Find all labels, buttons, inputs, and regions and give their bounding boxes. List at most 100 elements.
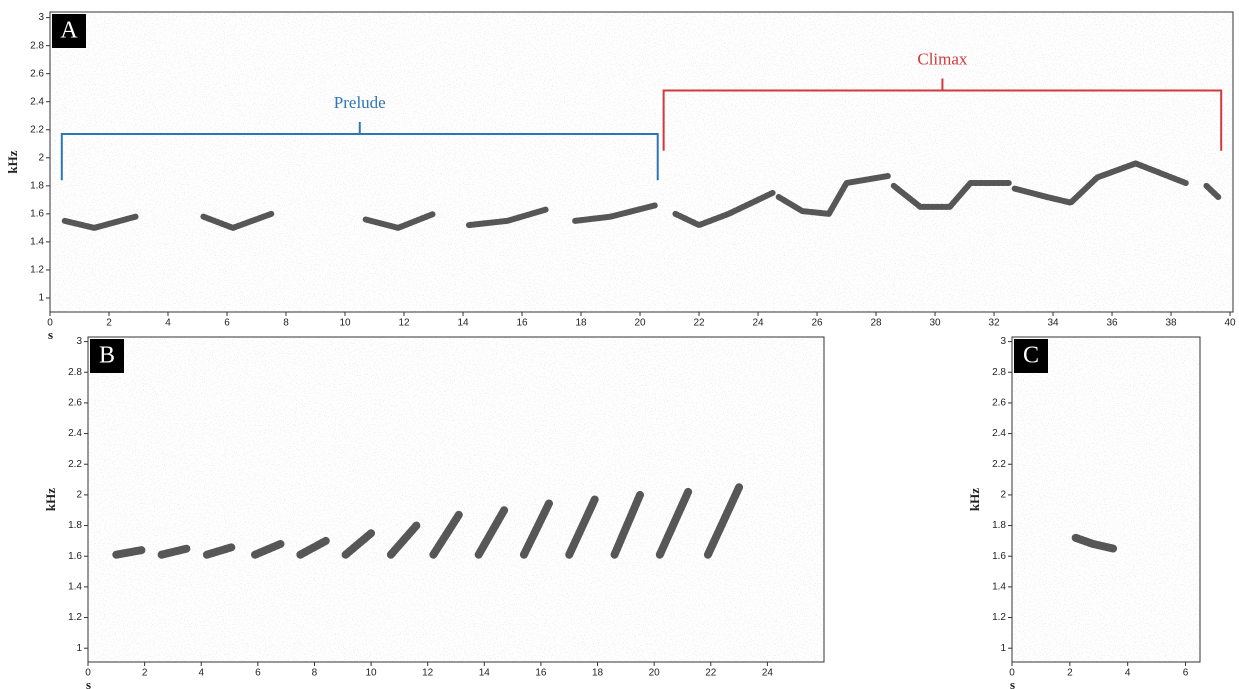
syllable: [572, 202, 658, 224]
x-tick-label: 6: [255, 668, 261, 679]
y-tick-label: 1: [76, 643, 82, 654]
syllable: [565, 495, 599, 559]
x-tick-label: 14: [457, 318, 469, 329]
x-tick-label: 24: [752, 318, 764, 329]
syllable: [429, 510, 463, 559]
x-tick-label: 22: [693, 318, 705, 329]
syllable: [202, 543, 237, 559]
panel-label: B: [99, 343, 115, 369]
syllable: [655, 487, 693, 559]
y-tick-label: 1.6: [30, 209, 44, 220]
syllable: [775, 173, 891, 217]
x-tick-label: 16: [516, 318, 528, 329]
y-axis-label: kHz: [5, 150, 20, 173]
x-tick-label: 10: [339, 318, 351, 329]
syllable: [1071, 533, 1118, 553]
x-tick-label: 12: [398, 318, 410, 329]
x-tick-label: 8: [283, 318, 289, 329]
syllable: [1011, 160, 1189, 206]
syllable: [703, 483, 744, 559]
y-tick-label: 1.2: [992, 612, 1006, 623]
x-tick-label: 0: [1009, 668, 1015, 679]
y-tick-label: 1.8: [992, 520, 1006, 531]
syllable: [362, 210, 437, 231]
syllable: [610, 490, 644, 559]
x-tick-label: 6: [1183, 668, 1189, 679]
x-tick-label: 2: [142, 668, 148, 679]
x-tick-label: 36: [1106, 318, 1118, 329]
syllable: [296, 536, 330, 559]
y-tick-label: 2: [38, 152, 44, 163]
y-tick-label: 1.6: [68, 551, 82, 562]
plot-frame: [49, 11, 1234, 313]
syllable: [465, 206, 549, 229]
y-tick-label: 2.6: [992, 398, 1006, 409]
syllable: [61, 213, 139, 231]
x-tick-label: 16: [535, 668, 547, 679]
panel-label: C: [1023, 343, 1039, 369]
y-tick-label: 1.2: [68, 612, 82, 623]
syllable: [251, 539, 285, 559]
y-axis-label: kHz: [43, 488, 58, 511]
x-tick-label: 4: [1125, 668, 1131, 679]
x-tick-label: 22: [705, 668, 717, 679]
y-tick-label: 2.2: [992, 459, 1006, 470]
panel-label-box: [90, 339, 124, 373]
x-tick-label: 18: [592, 668, 604, 679]
y-tick-label: 2.2: [30, 124, 44, 135]
y-tick-label: 1: [38, 293, 44, 304]
x-tick-label: 6: [224, 318, 230, 329]
panel-label-box: [52, 14, 86, 48]
y-axis-label: kHz: [967, 488, 982, 511]
noise-background: [88, 337, 824, 662]
x-axis-label: s: [48, 327, 53, 342]
annotation-label: Climax: [917, 49, 968, 68]
x-tick-label: 30: [929, 318, 941, 329]
bracket: [60, 121, 659, 181]
syllable: [200, 210, 275, 231]
plot-frame: [87, 336, 825, 663]
y-tick-label: 1.8: [30, 180, 44, 191]
annotation-label: Prelude: [334, 93, 386, 112]
x-tick-label: 40: [1224, 318, 1236, 329]
y-tick-label: 1: [1000, 643, 1006, 654]
y-tick-label: 2.6: [68, 398, 82, 409]
panel-label-box: [1014, 339, 1048, 373]
x-tick-label: 38: [1165, 318, 1177, 329]
x-tick-label: 2: [1067, 668, 1073, 679]
x-tick-label: 2: [106, 318, 112, 329]
y-tick-label: 1.4: [30, 237, 44, 248]
x-tick-label: 28: [870, 318, 882, 329]
syllable: [341, 529, 376, 559]
x-tick-label: 26: [811, 318, 823, 329]
y-tick-label: 3: [76, 336, 82, 347]
x-tick-label: 8: [312, 668, 318, 679]
syllable: [1203, 182, 1222, 201]
syllable: [519, 498, 554, 559]
plot-frame: [1011, 336, 1201, 663]
y-tick-label: 2.4: [68, 428, 82, 439]
y-tick-label: 1.2: [30, 265, 44, 276]
x-axis-label: s: [1010, 677, 1015, 689]
y-tick-label: 2.8: [30, 40, 44, 51]
y-tick-label: 1.6: [992, 551, 1006, 562]
y-tick-label: 2.8: [68, 367, 82, 378]
x-tick-label: 0: [85, 668, 91, 679]
syllable: [112, 546, 146, 559]
y-tick-label: 2.2: [68, 459, 82, 470]
x-tick-label: 0: [47, 318, 53, 329]
noise-background: [1012, 337, 1200, 662]
x-tick-label: 20: [634, 318, 646, 329]
syllable: [157, 544, 192, 559]
y-tick-label: 1.4: [992, 582, 1006, 593]
y-tick-label: 1.8: [68, 520, 82, 531]
x-tick-label: 14: [479, 668, 491, 679]
x-tick-label: 32: [988, 318, 1000, 329]
y-tick-label: 1.4: [68, 582, 82, 593]
syllable: [672, 189, 776, 229]
y-tick-label: 3: [1000, 336, 1006, 347]
syllable: [890, 180, 1012, 210]
x-tick-label: 12: [422, 668, 434, 679]
y-tick-label: 2.8: [992, 367, 1006, 378]
